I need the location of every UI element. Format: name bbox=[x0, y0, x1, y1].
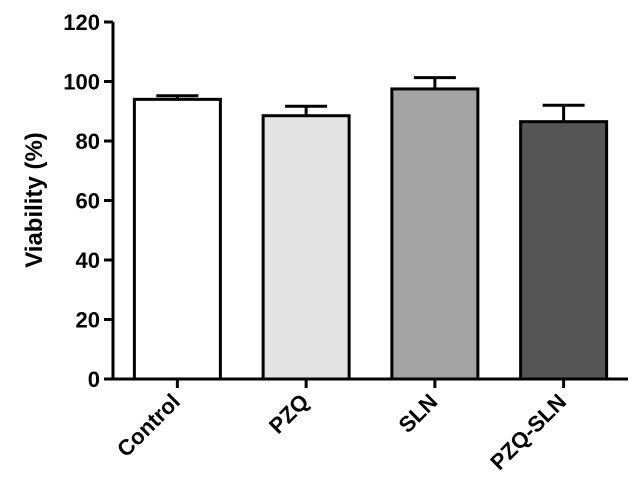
bar-sln bbox=[390, 87, 480, 381]
y-tick-label: 40 bbox=[76, 248, 100, 273]
x-tick-label: SLN bbox=[394, 389, 443, 438]
plot-area: 0 20 40 60 80 100 120 Control PZQ SLN PZQ-SLN bbox=[63, 10, 628, 475]
bar-pzq bbox=[261, 114, 351, 381]
x-tick-label: PZQ bbox=[264, 389, 314, 439]
y-tick-label: 100 bbox=[63, 70, 100, 95]
bar-control bbox=[132, 97, 222, 381]
x-tick-label: PZQ-SLN bbox=[485, 389, 571, 475]
y-axis-title: Viability (%) bbox=[21, 132, 48, 268]
y-tick-label: 20 bbox=[76, 308, 100, 333]
x-tick-label: Control bbox=[112, 389, 185, 462]
y-tick-label: 120 bbox=[63, 10, 100, 35]
y-tick-label: 60 bbox=[76, 189, 100, 214]
y-tick-label: 0 bbox=[88, 367, 100, 392]
bar-pzq-sln bbox=[519, 120, 609, 381]
y-tick-label: 80 bbox=[76, 129, 100, 154]
